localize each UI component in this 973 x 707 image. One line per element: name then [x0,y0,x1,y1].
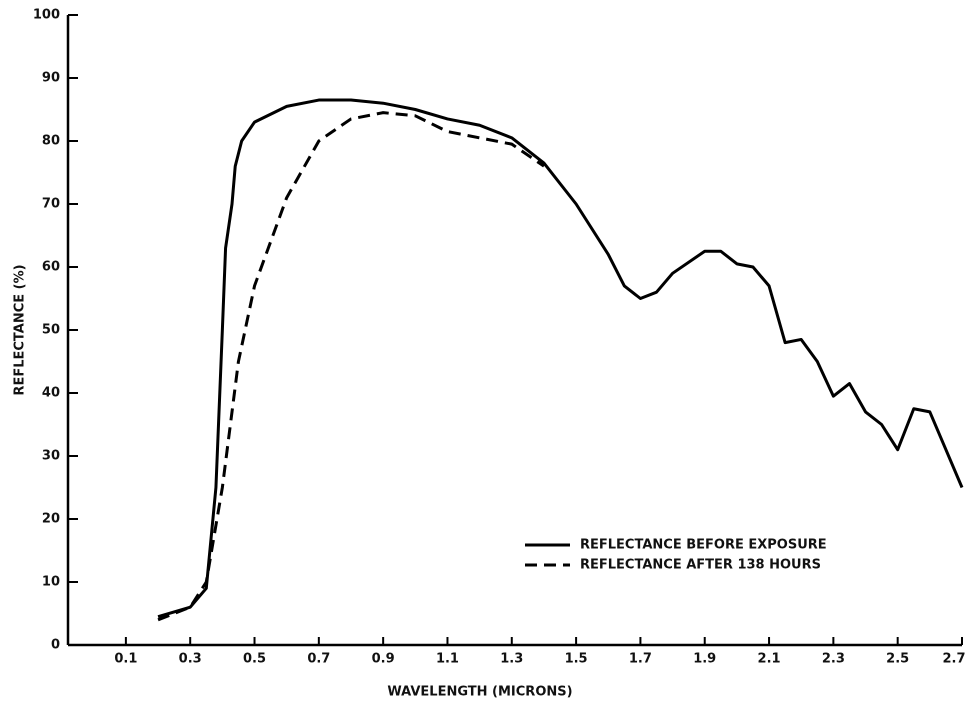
legend-label: REFLECTANCE AFTER 138 HOURS [580,558,821,573]
x-tick-label: 0.3 [179,652,202,667]
x-tick-label: 2.1 [758,652,781,667]
y-tick-label: 60 [42,260,60,275]
y-tick-label: 10 [42,575,60,590]
x-axis-label: WAVELENGTH (MICRONS) [387,685,572,700]
x-tick-label: 0.9 [372,652,395,667]
series-line [157,111,545,622]
series-line [157,98,964,619]
y-axis-label: REFLECTANCE (%) [13,264,28,395]
y-tick-label: 30 [42,449,60,464]
y-tick-label: 100 [33,8,60,23]
y-tick-label: 90 [42,71,60,86]
x-tick-label: 1.7 [629,652,652,667]
y-tick-label: 70 [42,197,60,212]
legend-label: REFLECTANCE BEFORE EXPOSURE [580,538,827,553]
y-tick-label: 0 [51,638,60,653]
x-tick-label: 0.5 [243,652,266,667]
x-tick-label: 2.3 [822,652,845,667]
x-tick-label: 0.1 [114,652,137,667]
x-tick-label: 2.7 [942,652,965,667]
y-tick-label: 40 [42,386,60,401]
x-tick-label: 1.1 [436,652,459,667]
y-tick-label: 80 [42,134,60,149]
y-tick-label: 50 [42,323,60,338]
x-tick-label: 1.9 [693,652,716,667]
y-tick-label: 20 [42,512,60,527]
x-tick-label: 1.5 [565,652,588,667]
x-tick-label: 0.7 [307,652,330,667]
x-tick-label: 1.3 [500,652,523,667]
x-tick-label: 2.5 [886,652,909,667]
